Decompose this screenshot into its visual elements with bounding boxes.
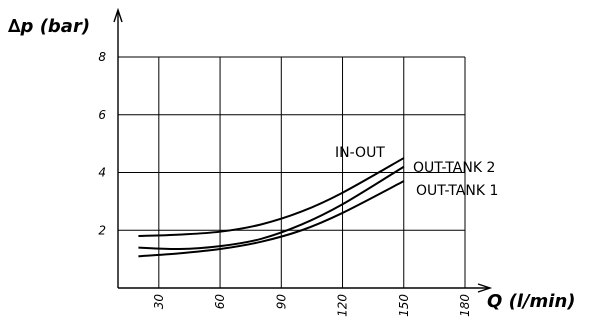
- series-line: [138, 165, 405, 251]
- series-label: OUT-TANK 2: [413, 160, 495, 176]
- x-tick-label: 90: [274, 294, 288, 310]
- y-tick-label: 2: [98, 223, 106, 237]
- y-tick-label: 8: [98, 50, 106, 64]
- series-labels: IN-OUT OUT-TANK 2 OUT-TANK 1: [335, 145, 498, 199]
- series-label: IN-OUT: [335, 145, 385, 161]
- x-tick-label: 60: [213, 294, 227, 310]
- y-axis-arrow-icon: [113, 7, 123, 23]
- x-axis-title: Q (l/min): [487, 291, 576, 312]
- x-axis-arrow-icon: [477, 283, 493, 293]
- x-tick-label: 150: [397, 294, 411, 317]
- y-axis-title: ∆p (bar): [8, 16, 90, 37]
- x-tick-label: 180: [458, 294, 472, 317]
- y-tick-label: 6: [98, 108, 106, 122]
- x-tick-label: 120: [336, 294, 350, 317]
- series: [138, 157, 405, 258]
- series-label: OUT-TANK 1: [416, 183, 498, 199]
- tick-labels: 30 60 90 120 150 180 2 4 6 8: [98, 50, 472, 317]
- series-line: [138, 157, 405, 238]
- grid: [118, 56, 466, 288]
- x-tick-label: 30: [152, 294, 166, 310]
- y-tick-label: 4: [98, 166, 106, 180]
- axes: [113, 7, 493, 293]
- series-line: [138, 180, 405, 258]
